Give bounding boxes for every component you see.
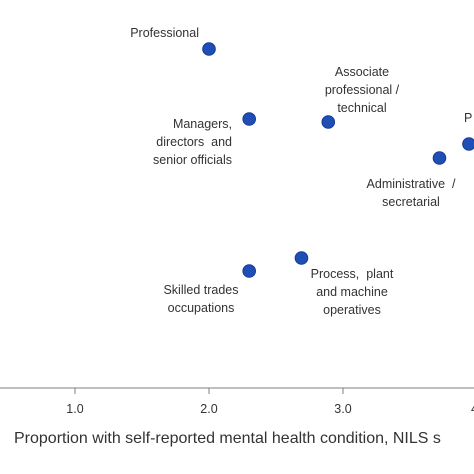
point-label-line: and machine	[316, 285, 388, 299]
point-label: Associate professional / technical	[325, 65, 400, 115]
data-point	[321, 115, 336, 129]
x-tick-label: 2.0	[200, 402, 217, 416]
point-label: Skilled trades occupations	[163, 283, 238, 315]
point-label: Process, plant and machine operatives	[311, 267, 394, 317]
point-label-line: Associate	[335, 65, 389, 79]
labels-layer: Professional Associate professional / techn…	[130, 26, 472, 317]
point-label-line: operatives	[323, 303, 381, 317]
point-label-line: P	[464, 111, 472, 125]
point-label-line: Process, plant	[311, 267, 394, 281]
point-label-line: Managers,	[173, 117, 232, 131]
point-label: Administrative / secretarial	[367, 177, 456, 209]
point-label-line: professional /	[325, 83, 400, 97]
data-point	[242, 264, 256, 278]
point-label-line: secretarial	[382, 195, 440, 209]
point-label-line: directors and	[156, 135, 232, 149]
data-point	[462, 137, 474, 151]
x-axis-label: Proportion with self-reported mental hea…	[14, 430, 441, 447]
point-label: Professional	[130, 26, 199, 40]
point-label-line: senior officials	[153, 153, 232, 167]
data-point	[432, 151, 447, 165]
x-tick-label: 4	[471, 402, 474, 416]
data-point	[242, 112, 256, 126]
point-label: P	[464, 111, 472, 125]
data-point	[202, 42, 216, 56]
point-label-line: Professional	[130, 26, 199, 40]
point-label-line: technical	[337, 101, 386, 115]
data-point	[294, 251, 309, 265]
point-label-line: Administrative /	[367, 177, 456, 191]
point-label-line: Skilled trades	[163, 283, 238, 297]
x-tick-label: 3.0	[334, 402, 351, 416]
points-layer	[202, 42, 474, 278]
point-label: Managers, directors and senior officials	[153, 117, 232, 167]
point-label-line: occupations	[168, 301, 235, 315]
x-axis-ticks: 1.0 2.0 3.0 4	[66, 388, 474, 416]
x-tick-label: 1.0	[66, 402, 83, 416]
